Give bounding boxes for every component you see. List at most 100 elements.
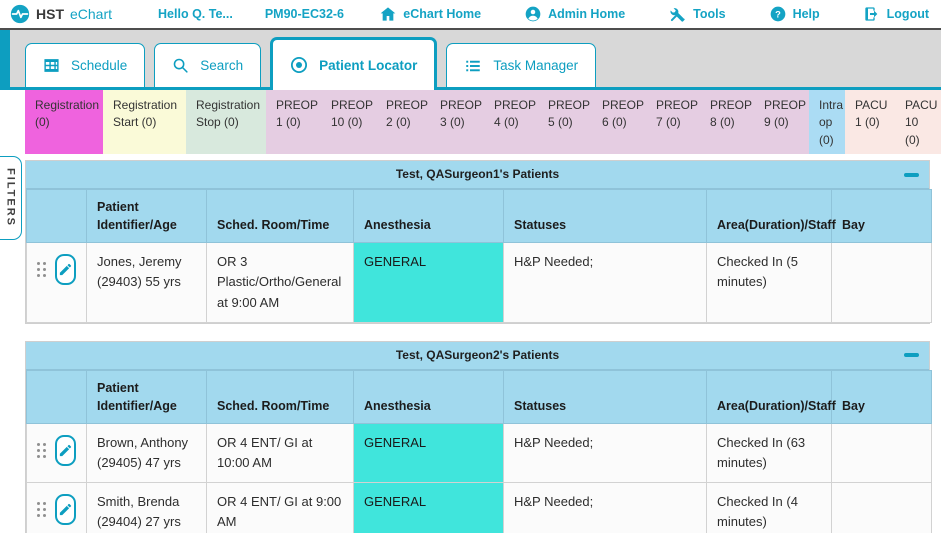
user-greeting: Hello Q. Te... xyxy=(158,7,233,21)
table-header-row: Patient Identifier/Age Sched. Room/Time … xyxy=(26,188,932,244)
tab-label: Task Manager xyxy=(493,58,579,73)
chip-registration-start[interactable]: Registration Start (0) xyxy=(103,90,186,154)
nav-help[interactable]: ? Help xyxy=(770,6,820,22)
help-icon: ? xyxy=(770,6,786,22)
chip-preop-7[interactable]: PREOP 7 (0) xyxy=(646,90,700,154)
station-id: PM90-EC32-6 xyxy=(264,7,345,21)
area-staff-cell: Checked In (63 minutes) xyxy=(706,422,832,484)
panel-title-text: Test, QASurgeon2's Patients xyxy=(395,347,560,362)
panel-title-text: Test, QASurgeon1's Patients xyxy=(395,167,560,181)
chip-preop-6[interactable]: PREOP 6 (0) xyxy=(592,90,646,154)
tab-task-manager[interactable]: Task Manager xyxy=(446,43,597,87)
surgeon1-panel: Test, QASurgeon1's Patients Patient Iden… xyxy=(25,160,932,324)
table-row: Brown, Anthony (29405) 47 yrs OR 4 ENT/ … xyxy=(26,422,932,484)
table-row: Jones, Jeremy (29403) 55 yrs OR 3 Plasti… xyxy=(26,242,932,323)
logout-icon xyxy=(864,6,880,22)
person-icon xyxy=(525,6,541,22)
col-bay: Bay xyxy=(831,188,932,244)
brand-echart: eChart xyxy=(70,6,113,22)
top-nav: eChart Home Admin Home Tools ? Help xyxy=(380,6,929,23)
top-bar: HST eChart Hello Q. Te... PM90-EC32-6 eC… xyxy=(0,0,941,30)
statuses-cell: H&P Needed; xyxy=(503,422,707,484)
anesthesia-cell: GENERAL xyxy=(353,242,504,323)
chip-preop-5[interactable]: PREOP 5 (0) xyxy=(538,90,592,154)
tab-search[interactable]: Search xyxy=(154,43,262,87)
anesthesia-cell: GENERAL xyxy=(353,482,504,533)
nav-label: Help xyxy=(792,7,820,21)
table-row: Smith, Brenda (29404) 27 yrs OR 4 ENT/ G… xyxy=(26,482,932,533)
collapse-minus-icon[interactable] xyxy=(904,353,919,358)
bay-cell xyxy=(831,242,932,323)
chip-preop-3[interactable]: PREOP 3 (0) xyxy=(430,90,484,154)
statuses-cell: H&P Needed; xyxy=(503,242,707,323)
nav-label: Tools xyxy=(693,7,726,21)
nav-echart-home[interactable]: eChart Home xyxy=(380,6,481,22)
edit-patient-button[interactable] xyxy=(55,254,76,286)
col-area-staff: Area(Duration)/Staff xyxy=(706,188,836,244)
drag-handle[interactable] xyxy=(37,262,46,278)
chip-registration-stop[interactable]: Registration Stop (0) xyxy=(186,90,266,154)
chip-preop-4[interactable]: PREOP 4 (0) xyxy=(484,90,538,154)
col-anesthesia: Anesthesia xyxy=(353,369,504,424)
chip-preop-8[interactable]: PREOP 8 (0) xyxy=(700,90,754,154)
pencil-icon xyxy=(59,504,72,516)
chip-pacu-10[interactable]: PACU 10 (0) xyxy=(895,90,941,154)
pencil-icon xyxy=(59,444,72,457)
list-icon xyxy=(464,57,482,75)
row-tools-cell xyxy=(26,482,87,533)
patient-cell: Smith, Brenda (29404) 27 yrs xyxy=(86,482,207,533)
pulse-logo-icon xyxy=(10,4,30,24)
drag-handle[interactable] xyxy=(37,442,46,458)
row-tools-cell xyxy=(26,242,87,323)
table-header-row: Patient Identifier/Age Sched. Room/Time … xyxy=(26,369,932,424)
search-icon xyxy=(172,57,189,74)
status-chip-bar: Registration (0) Registration Start (0) … xyxy=(0,90,941,154)
chip-preop-10[interactable]: PREOP 10 (0) xyxy=(321,90,376,154)
row-tools-cell xyxy=(26,422,87,484)
filters-flyout-tab[interactable]: FILTERS xyxy=(0,156,22,240)
col-patient: Patient Identifier/Age xyxy=(86,188,207,244)
tab-patient-locator[interactable]: Patient Locator xyxy=(270,37,438,90)
tab-label: Patient Locator xyxy=(319,57,418,73)
chip-intra-op[interactable]: Intra op (0) xyxy=(809,90,845,154)
home-icon xyxy=(380,6,396,22)
nav-logout[interactable]: Logout xyxy=(864,6,929,22)
room-time-cell: OR 4 ENT/ GI at 10:00 AM xyxy=(206,422,354,484)
col-bay: Bay xyxy=(831,369,932,424)
edit-patient-button[interactable] xyxy=(55,434,76,466)
bay-cell xyxy=(831,422,932,484)
main-tab-bar: Schedule Search Patient Locator Task Man… xyxy=(0,30,941,90)
surgeon2-panel-title: Test, QASurgeon2's Patients xyxy=(26,341,929,370)
target-icon xyxy=(290,56,308,74)
room-time-cell: OR 3 Plastic/Ortho/General at 9:00 AM xyxy=(206,242,354,323)
col-tools xyxy=(26,188,87,244)
col-room-time: Sched. Room/Time xyxy=(206,369,354,424)
tools-icon xyxy=(669,6,686,23)
tab-schedule[interactable]: Schedule xyxy=(25,43,146,87)
hst-echart-logo: HST eChart xyxy=(10,4,112,24)
brand-hst: HST xyxy=(36,6,64,22)
pencil-icon xyxy=(59,264,72,276)
nav-tools[interactable]: Tools xyxy=(669,6,726,23)
room-time-cell: OR 4 ENT/ GI at 9:00 AM xyxy=(206,482,354,533)
surgeon2-patient-table: Patient Identifier/Age Sched. Room/Time … xyxy=(26,369,932,533)
chip-preop-9[interactable]: PREOP 9 (0) xyxy=(754,90,809,154)
patient-cell: Jones, Jeremy (29403) 55 yrs xyxy=(86,242,207,323)
col-tools xyxy=(26,369,87,424)
grid-icon xyxy=(43,57,60,74)
collapse-minus-icon[interactable] xyxy=(904,172,919,177)
surgeon1-panel-title: Test, QASurgeon1's Patients xyxy=(26,161,929,189)
chip-preop-2[interactable]: PREOP 2 (0) xyxy=(376,90,430,154)
area-staff-cell: Checked In (4 minutes) xyxy=(706,482,832,533)
tab-bar-accent xyxy=(0,30,10,87)
edit-patient-button[interactable] xyxy=(55,494,76,526)
nav-admin-home[interactable]: Admin Home xyxy=(525,6,625,22)
svg-text:?: ? xyxy=(775,9,781,19)
drag-handle[interactable] xyxy=(37,502,46,518)
chip-registration[interactable]: Registration (0) xyxy=(25,90,103,154)
nav-label: Logout xyxy=(886,7,929,21)
chip-pacu-1[interactable]: PACU 1 (0) xyxy=(845,90,895,154)
col-statuses: Statuses xyxy=(503,188,707,244)
chip-preop-1[interactable]: PREOP 1 (0) xyxy=(266,90,321,154)
